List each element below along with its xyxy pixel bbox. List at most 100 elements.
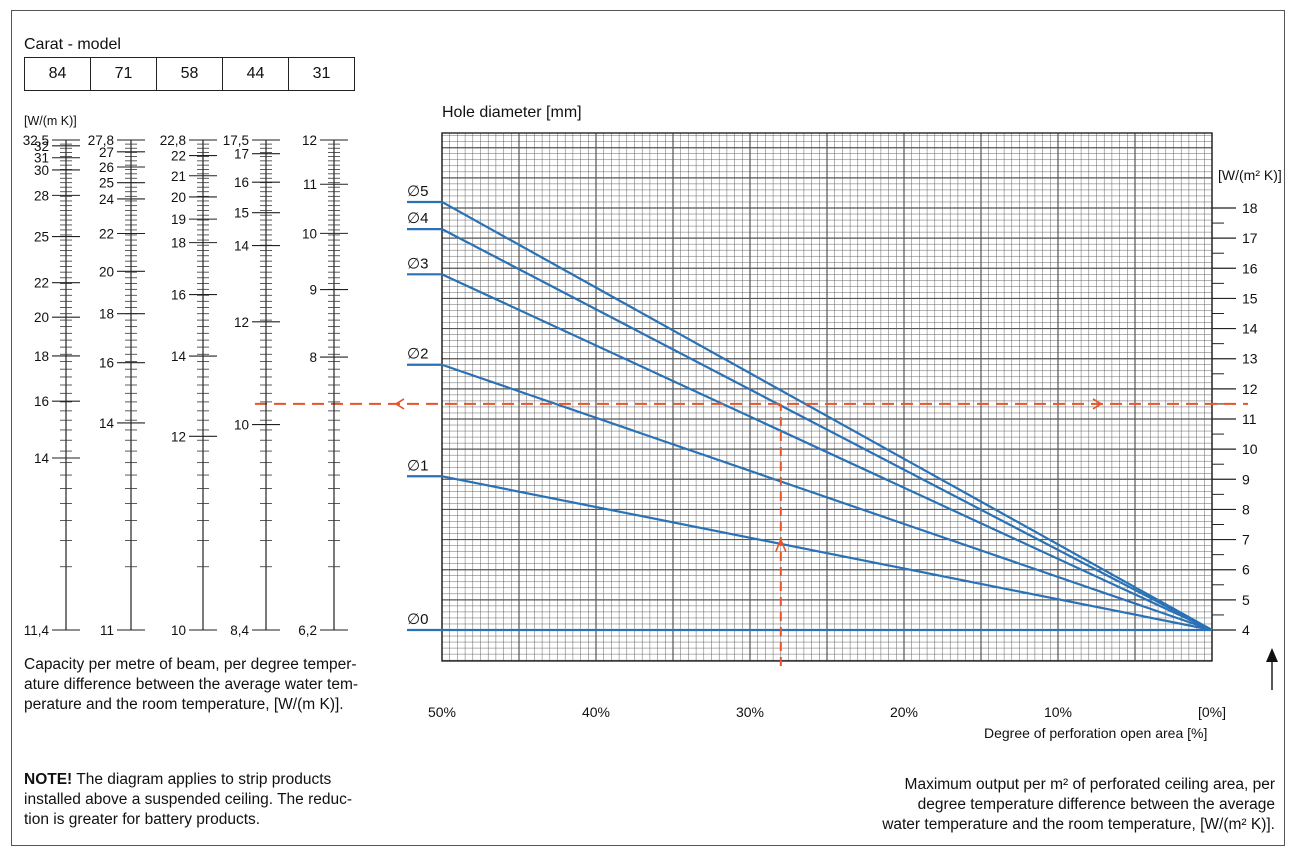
scale-label: 18 (99, 307, 114, 322)
model-cell-84: 84 (24, 57, 91, 91)
y-tick-label: 9 (1242, 471, 1250, 487)
model-cell-44: 44 (222, 57, 289, 91)
model-cell-31: 31 (288, 57, 355, 91)
note-block: NOTE! The diagram applies to strip produ… (24, 770, 352, 830)
series-line (441, 228, 1213, 631)
scale-label: 22,8 (160, 133, 186, 148)
scale-label: 11 (303, 177, 317, 192)
scale-label: 30 (34, 163, 49, 178)
scale-label: 9 (309, 283, 317, 298)
scale-label: 22 (34, 276, 49, 291)
series-label: ∅1 (407, 457, 428, 474)
left-unit-label: [W/(m K)] (24, 114, 77, 128)
x-tick-label: 50% (428, 704, 456, 720)
scale-label: 18 (34, 349, 49, 364)
scale-label: 21 (171, 169, 186, 184)
series-label: ∅0 (407, 611, 428, 628)
y-tick-label: 13 (1242, 351, 1258, 367)
x-axis-label: Degree of perforation open area [%] (984, 725, 1208, 741)
scale-label: 20 (99, 264, 114, 279)
right-caption-line: Maximum output per m² of perforated ceil… (904, 776, 1275, 793)
model-cell-71: 71 (90, 57, 157, 91)
y-tick-label: 4 (1242, 622, 1250, 638)
scale-label: 17,5 (223, 133, 249, 148)
scale-label: 12 (234, 315, 249, 330)
model-table: 84 71 58 44 31 (24, 57, 355, 91)
scale-label: 25 (34, 230, 49, 245)
x-tick-label: 20% (890, 704, 918, 720)
y-tick-label: 14 (1242, 321, 1258, 337)
scale-label: 22 (99, 227, 114, 242)
scale-label: 17 (234, 147, 249, 162)
left-caption: Capacity per metre of beam, per degree t… (24, 655, 358, 715)
read-arrow-head (1266, 648, 1278, 662)
note-line: tion is greater for battery products. (24, 811, 261, 828)
scale-label: 20 (171, 190, 186, 205)
plot-border (441, 132, 1213, 662)
x-tick-label: [0%] (1198, 704, 1226, 720)
y-tick-label: 17 (1242, 230, 1258, 246)
scale-label: 11 (100, 623, 114, 638)
scale-label: 32,5 (23, 133, 49, 148)
left-caption-line: perature and the room temperature, [W/(m… (24, 696, 344, 713)
scale-label: 14 (99, 416, 115, 431)
series-line (441, 273, 1213, 631)
y-tick-label: 6 (1242, 562, 1250, 578)
chart-title: Hole diameter [mm] (442, 104, 582, 121)
scale-label: 8 (309, 350, 317, 365)
scale-label: 28 (34, 188, 49, 203)
scale-label: 32 (34, 139, 49, 154)
series-label: ∅5 (407, 183, 428, 200)
scale-label: 11,4 (24, 623, 50, 638)
y-tick-label: 11 (1242, 411, 1257, 427)
scale-label: 16 (99, 356, 114, 371)
scale-label: 24 (99, 192, 115, 207)
scale-label: 12 (302, 133, 317, 148)
scale-label: 6,2 (298, 623, 317, 638)
series-label: ∅3 (407, 255, 428, 272)
y-tick-label: 16 (1242, 260, 1258, 276)
series-line (441, 201, 1213, 631)
scale-label: 25 (99, 176, 114, 191)
series-line (441, 363, 1213, 632)
scale-label: 8,4 (230, 623, 249, 638)
series-label: ∅4 (407, 210, 428, 227)
right-caption-line: water temperature and the room temperatu… (882, 816, 1275, 833)
scale-label: 18 (171, 236, 186, 251)
y-tick-label: 8 (1242, 501, 1250, 517)
scale-label: 15 (234, 206, 249, 221)
diagram-frame (11, 10, 1285, 846)
x-tick-label: 30% (736, 704, 764, 720)
series-label: ∅2 (407, 346, 428, 363)
y-tick-label: 18 (1242, 200, 1258, 216)
note-label: NOTE! (24, 771, 73, 788)
y-tick-label: 5 (1242, 592, 1250, 608)
x-tick-label: 40% (582, 704, 610, 720)
scale-label: 14 (234, 239, 250, 254)
right-caption: Maximum output per m² of perforated ceil… (882, 775, 1275, 835)
note-line: installed above a suspended ceiling. The… (24, 791, 353, 808)
note-line: The diagram applies to strip products (72, 771, 332, 788)
series-line (441, 475, 1213, 632)
guide-arrow-up (775, 537, 787, 552)
left-caption-line: ature difference between the average wat… (24, 676, 359, 693)
y-tick-label: 10 (1242, 441, 1258, 457)
y-tick-label: 12 (1242, 381, 1258, 397)
scale-label: 16 (171, 288, 186, 303)
scale-label: 16 (34, 394, 49, 409)
scale-label: 10 (234, 418, 249, 433)
scale-label: 27,8 (88, 133, 114, 148)
scale-label: 31 (34, 151, 49, 166)
y-tick-label: 15 (1242, 290, 1258, 306)
guide-arrow-right (1092, 398, 1103, 410)
y-tick-label: 7 (1242, 532, 1250, 548)
model-cell-58: 58 (156, 57, 223, 91)
model-title: Carat - model (24, 36, 121, 53)
scale-label: 22 (171, 149, 186, 164)
scale-label: 16 (234, 175, 249, 190)
x-tick-label: 10% (1044, 704, 1072, 720)
scale-label: 12 (171, 429, 186, 444)
scale-label: 14 (171, 349, 187, 364)
scale-label: 26 (99, 160, 114, 175)
